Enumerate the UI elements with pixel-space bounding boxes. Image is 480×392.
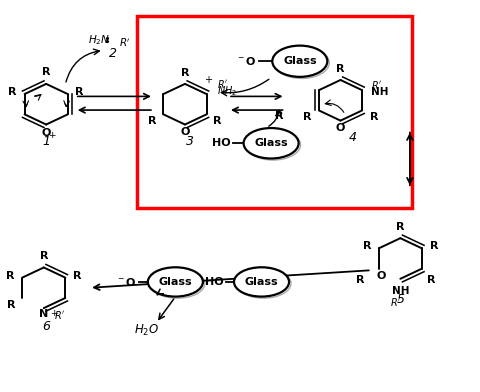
Text: R: R (7, 300, 15, 310)
Text: $^-$O: $^-$O (116, 276, 137, 288)
Text: $H_2O$: $H_2O$ (134, 323, 159, 338)
Text: R: R (6, 271, 14, 281)
Text: 6: 6 (42, 320, 50, 333)
Ellipse shape (272, 45, 327, 77)
Text: $R'$: $R'$ (371, 80, 382, 91)
Text: +: + (50, 309, 58, 318)
Text: R: R (39, 251, 48, 261)
Text: Glass: Glass (283, 56, 317, 66)
Ellipse shape (234, 267, 289, 297)
Bar (137, 16, 412, 208)
Text: R: R (303, 113, 312, 122)
Text: $^-$O: $^-$O (236, 55, 257, 67)
Text: N: N (39, 309, 48, 319)
Text: R: R (213, 116, 222, 126)
Ellipse shape (243, 128, 299, 158)
Text: R: R (430, 241, 438, 251)
Text: Glass: Glass (254, 138, 288, 148)
Ellipse shape (148, 267, 203, 297)
Text: R: R (148, 116, 156, 126)
Text: 4: 4 (348, 131, 357, 144)
Text: R: R (9, 87, 17, 97)
Text: 3: 3 (186, 135, 194, 148)
Text: R: R (396, 222, 405, 232)
Text: $H_2N$: $H_2N$ (88, 34, 110, 47)
Text: R: R (370, 113, 378, 122)
Text: NH: NH (371, 87, 388, 97)
Text: O: O (180, 127, 190, 137)
Text: O: O (41, 128, 51, 138)
Text: O: O (336, 123, 345, 133)
Text: +: + (48, 131, 56, 140)
Text: 2: 2 (109, 47, 117, 60)
Text: Glass: Glass (158, 277, 192, 287)
Text: $R'$: $R'$ (217, 78, 228, 90)
Text: HO: HO (212, 138, 230, 148)
Text: R: R (180, 68, 189, 78)
Text: O: O (376, 270, 386, 281)
Text: R: R (356, 275, 364, 285)
Text: Glass: Glass (245, 277, 278, 287)
Text: R: R (427, 275, 435, 285)
Text: R: R (362, 241, 371, 251)
Text: NH: NH (392, 286, 409, 296)
Text: HO: HO (204, 277, 223, 287)
Text: R: R (42, 67, 50, 77)
Text: $NH_2$: $NH_2$ (217, 84, 237, 98)
Text: 5: 5 (396, 293, 404, 306)
Text: $R'$: $R'$ (390, 296, 401, 309)
Text: R: R (75, 87, 84, 97)
Text: $R'$: $R'$ (54, 309, 66, 321)
Text: R: R (275, 111, 284, 121)
Text: $R'$: $R'$ (120, 37, 131, 49)
Text: R: R (73, 271, 82, 281)
Text: R: R (336, 64, 345, 74)
Text: +: + (204, 75, 213, 85)
Text: 1: 1 (42, 135, 50, 148)
